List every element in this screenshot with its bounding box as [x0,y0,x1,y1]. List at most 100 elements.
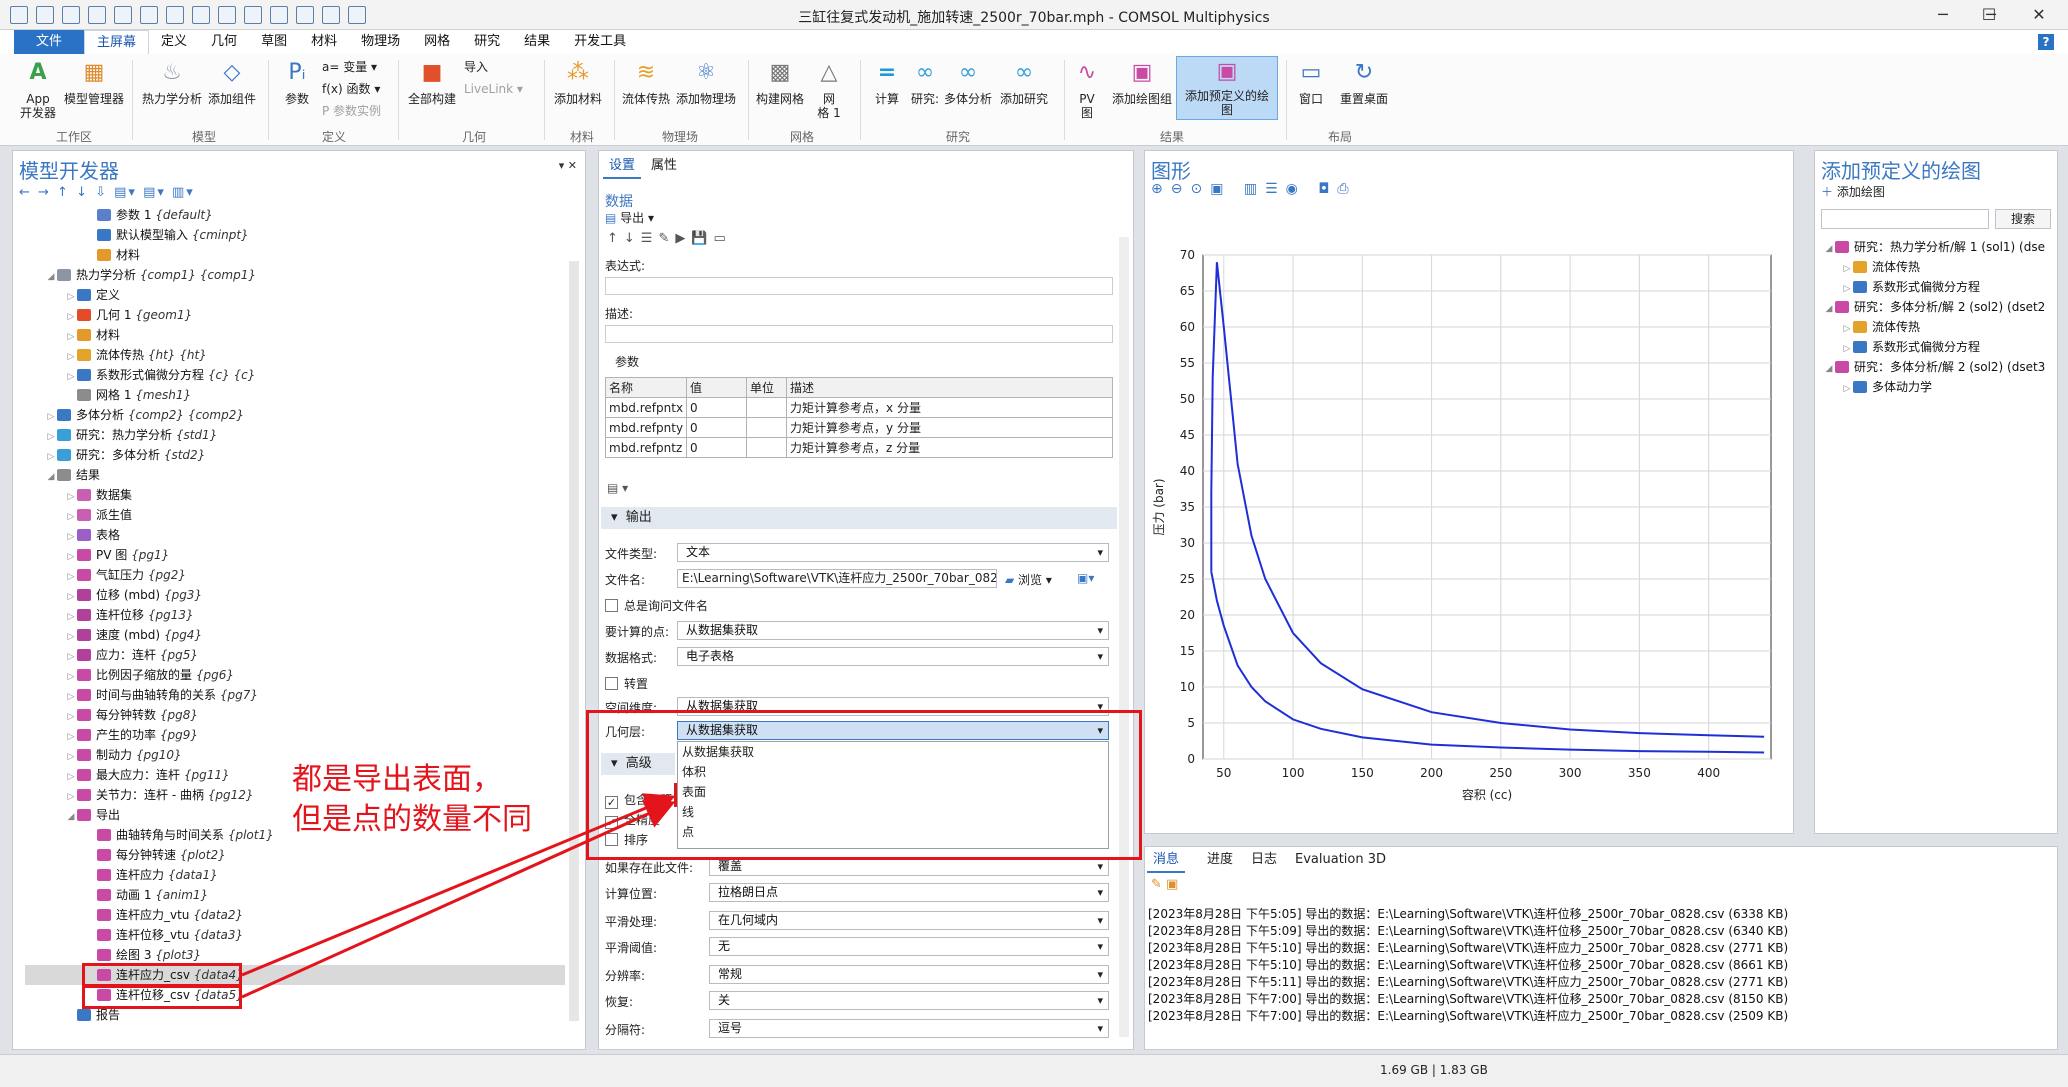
expand-toggle-icon[interactable]: ▷ [67,352,75,362]
tree-item[interactable]: 默认模型输入 {cminpt} [25,225,565,245]
menu-definitions[interactable]: 定义 [161,34,188,49]
table-options-icon[interactable]: ▤ ▾ [607,481,629,495]
max-button[interactable]: ☐ [1981,5,1997,24]
expand-toggle-icon[interactable]: ▷ [1843,384,1851,394]
expand-toggle-icon[interactable]: ▷ [67,512,75,522]
expand-toggle-icon[interactable]: ▷ [67,332,75,342]
menu-file[interactable]: 文件 [14,30,85,54]
advanced-section-header[interactable]: ▾ 高级 [601,753,675,775]
search-button[interactable]: 搜索 [1995,209,2051,229]
menu-developer[interactable]: 开发工具 [574,34,627,49]
tree-item[interactable]: ▷ 研究：热力学分析 {std1} [25,425,565,445]
redo-icon[interactable] [166,6,184,24]
plot-tree-item[interactable]: ▷ 系数形式偏微分方程 [1823,337,1980,357]
tree-item[interactable]: ▷ 定义 [25,285,565,305]
expression-field[interactable] [605,277,1113,295]
expand-toggle-icon[interactable]: ▷ [67,612,75,622]
expand-toggle-icon[interactable]: ▷ [67,372,75,382]
tree-item[interactable]: ▷ 研究：多体分析 {std2} [25,445,565,465]
tab-progress[interactable]: 进度 [1207,852,1234,867]
tree-item[interactable]: ▷ PV 图 {pg1} [25,545,565,565]
tree-item[interactable]: 连杆应力 {data1} [25,865,565,885]
import-button[interactable]: 导入 [464,60,489,74]
tree-item[interactable]: ▷ 数据集 [25,485,565,505]
open-file-icon[interactable] [36,6,54,24]
panel-menu-icon[interactable]: ▾ ✕ [558,159,577,172]
expand-toggle-icon[interactable]: ▷ [1843,344,1851,354]
option-point[interactable]: 点 [682,825,695,839]
expand-toggle-icon[interactable]: ▷ [67,632,75,642]
option-surface[interactable]: 表面 [682,785,707,799]
expand-toggle-icon[interactable]: ▷ [67,572,75,582]
expand-toggle-icon[interactable]: ◢ [1825,364,1833,374]
tree-item[interactable]: ▷ 多体分析 {comp2} {comp2} [25,405,565,425]
option-line[interactable]: 线 [682,805,695,819]
file-options-icon[interactable]: ▣▾ [1077,571,1095,585]
tree-item[interactable]: ▷ 表格 [25,525,565,545]
expand-toggle-icon[interactable]: ▷ [67,752,75,762]
tree-item[interactable]: ◢ 导出 [25,805,565,825]
menu-materials[interactable]: 材料 [311,34,338,49]
tree-item[interactable]: ▷ 应力：连杆 {pg5} [25,645,565,665]
expand-toggle-icon[interactable]: ▷ [67,772,75,782]
recover-select[interactable]: 关 [709,991,1109,1010]
customize-icon[interactable] [348,6,366,24]
expand-toggle-icon[interactable]: ▷ [67,692,75,702]
expand-toggle-icon[interactable]: ▷ [67,312,75,322]
expand-toggle-icon[interactable]: ▷ [67,532,75,542]
browse-button[interactable]: ▰ 浏览 ▾ [1005,573,1052,587]
clear-messages-icon[interactable]: ✎ ▣ [1151,877,1179,892]
expand-toggle-icon[interactable]: ▷ [67,672,75,682]
transpose-checkbox[interactable]: 转置 [605,675,648,692]
format-select[interactable]: 电子表格 [677,647,1109,666]
option-from-dataset[interactable]: 从数据集获取 [682,745,755,759]
model-manager-button[interactable]: ▦ 模型管理器 [64,58,124,107]
thermo-analysis-button[interactable]: ♨ 热力学分析 [142,58,202,107]
tree-item[interactable]: ▷ 几何 1 {geom1} [25,305,565,325]
tree-item[interactable]: 材料 [25,245,565,265]
expand-toggle-icon[interactable]: ▷ [1843,324,1851,334]
add-physics-button[interactable]: ⚛ 添加物理场 [676,58,736,107]
expand-toggle-icon[interactable]: ◢ [67,812,75,822]
expand-toggle-icon[interactable]: ▷ [67,792,75,802]
paste-icon[interactable] [218,6,236,24]
undo-icon[interactable] [140,6,158,24]
minimize-button[interactable]: ─ [1986,5,1996,24]
plot-tree-item[interactable]: ◢ 研究：热力学分析/解 1 (sol1) (dse [1823,237,2045,257]
tree-item[interactable]: ▷ 流体传热 {ht} {ht} [25,345,565,365]
option-volume[interactable]: 体积 [682,765,707,779]
min-button[interactable]: ─ [1938,5,1948,24]
copy-icon[interactable] [192,6,210,24]
app-builder-button[interactable]: A App 开发器 [20,58,56,121]
tree-item[interactable]: 动画 1 {anim1} [25,885,565,905]
tree-item[interactable]: ▷ 最大应力：连杆 {pg11} [25,765,565,785]
expand-toggle-icon[interactable]: ▷ [67,552,75,562]
tree-item[interactable]: ▷ 材料 [25,325,565,345]
expand-toggle-icon[interactable]: ▷ [67,712,75,722]
tree-item[interactable]: 报告 [25,1005,565,1025]
tree-item[interactable]: ▷ 位移 (mbd) {pg3} [25,585,565,605]
livelink-button[interactable]: LiveLink ▾ [464,82,523,96]
expand-toggle-icon[interactable]: ▷ [47,432,55,442]
menu-geometry[interactable]: 几何 [211,34,238,49]
settings-scrollbar[interactable] [1119,237,1129,1037]
tree-item[interactable]: ▷ 产生的功率 {pg9} [25,725,565,745]
expand-toggle-icon[interactable]: ◢ [1825,304,1833,314]
tree-item[interactable]: ▷ 气缸压力 {pg2} [25,565,565,585]
add-component-button[interactable]: ◇ 添加组件 [208,58,256,107]
menu-results[interactable]: 结果 [524,34,551,49]
add-material-button[interactable]: ⁂ 添加材料 [554,58,602,107]
multibody-analysis-button[interactable]: ∞ 多体分析 [944,58,992,107]
save-as-icon[interactable] [88,6,106,24]
tab-log[interactable]: 日志 [1251,852,1278,867]
table-row[interactable]: mbd.refpnty 0 力矩计算参考点，y 分量 [604,417,1113,438]
add-plot-button[interactable]: ＋ 添加绘图 [1821,183,1885,200]
add-plot-group-button[interactable]: ▣ 添加绘图组 [1112,58,1172,107]
plot-search-input[interactable] [1821,209,1989,229]
close-file-icon[interactable] [114,6,132,24]
tree-item[interactable]: ▷ 时间与曲轴转角的关系 {pg7} [25,685,565,705]
tree-item[interactable]: ◢ 结果 [25,465,565,485]
tree-item[interactable]: ▷ 派生值 [25,505,565,525]
separator-select[interactable]: 逗号 [709,1019,1109,1038]
table-row[interactable]: mbd.refpntz 0 力矩计算参考点，z 分量 [604,437,1113,458]
